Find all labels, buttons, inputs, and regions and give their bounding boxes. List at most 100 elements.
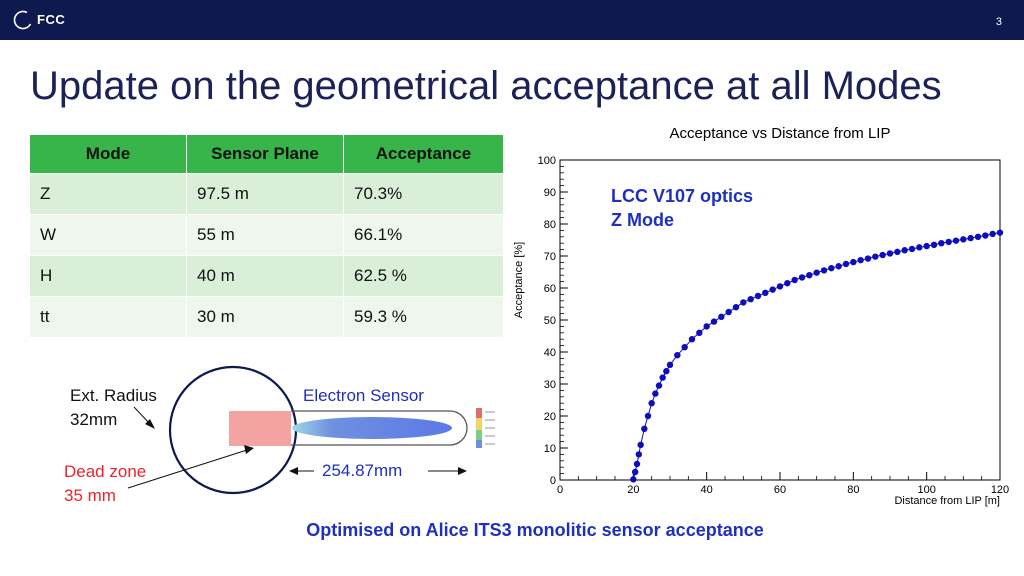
cell-mode: tt: [30, 296, 187, 337]
cell-acceptance: 66.1%: [343, 214, 504, 256]
data-point: [659, 374, 666, 381]
acceptance-chart-svg: Acceptance vs Distance from LIP Acceptan…: [513, 125, 1009, 507]
data-point: [828, 264, 835, 272]
sensor-length-label: 254.87mm: [322, 461, 403, 480]
y-tick-label: 10: [544, 443, 556, 455]
data-point: [879, 251, 886, 259]
data-point: [710, 318, 718, 325]
y-tick-label: 90: [544, 187, 556, 199]
header-bar: FCC 3: [0, 0, 1024, 40]
data-point: [908, 245, 916, 253]
cell-acceptance: 62.5 %: [343, 255, 504, 297]
data-point: [960, 236, 967, 243]
data-point: [666, 361, 674, 368]
y-tick-label: 0: [550, 475, 556, 487]
fcc-logo: FCC: [12, 9, 72, 33]
data-point: [725, 308, 732, 316]
data-point: [864, 255, 872, 262]
dead-zone-value: 35 mm: [64, 486, 116, 505]
chart-y-axis-label: Acceptance [%]: [513, 242, 525, 318]
x-tick-label: 40: [701, 484, 713, 496]
data-point: [652, 390, 659, 397]
data-point: [641, 425, 648, 432]
data-point: [762, 289, 769, 296]
data-point: [663, 368, 670, 375]
series-line: [632, 232, 1001, 480]
page-number: 3: [995, 16, 1002, 28]
acceptance-chart: Acceptance vs Distance from LIP Acceptan…: [508, 118, 1020, 518]
data-point: [633, 460, 641, 468]
cell-mode: W: [30, 214, 187, 256]
data-point: [644, 412, 652, 420]
radius-arrow: [133, 406, 151, 425]
chart-x-axis-label: Distance from LIP [m]: [894, 495, 1000, 507]
y-tick-label: 100: [538, 155, 556, 167]
cell-sensor-plane: 55 m: [186, 214, 344, 256]
column-header-mode: Mode: [30, 135, 187, 174]
footer-note: Optimised on Alice ITS3 monolitic sensor…: [306, 520, 764, 540]
data-point: [754, 292, 762, 300]
y-tick-label: 70: [544, 251, 556, 263]
data-point: [648, 400, 655, 407]
y-tick-label: 80: [544, 219, 556, 231]
x-tick-label: 0: [557, 484, 563, 496]
chart-title: Acceptance vs Distance from LIP: [670, 125, 891, 142]
column-header-sensor-plane: Sensor Plane: [186, 135, 344, 174]
table-row: W 55 m 66.1%: [30, 214, 504, 256]
data-point: [901, 247, 908, 254]
data-point: [938, 240, 945, 247]
dead-zone-region: [229, 411, 291, 446]
ext-radius-label: Ext. Radius: [70, 386, 157, 405]
data-point: [842, 260, 850, 268]
data-point: [850, 258, 857, 266]
data-point: [886, 250, 894, 257]
data-point: [945, 238, 952, 246]
dead-zone-label: Dead zone: [64, 462, 147, 481]
y-tick-label: 50: [544, 315, 556, 327]
data-point: [747, 296, 754, 303]
acceptance-table: Mode Sensor Plane Acceptance Z 97.5 m 70…: [30, 135, 504, 337]
data-point: [784, 280, 791, 287]
cell-sensor-plane: 97.5 m: [186, 173, 344, 215]
sensor-drawing: [127, 365, 495, 495]
data-point: [798, 274, 806, 281]
y-tick-label: 20: [544, 411, 556, 423]
data-point: [769, 286, 776, 293]
data-point: [630, 476, 637, 483]
data-point: [740, 299, 747, 306]
data-point: [857, 256, 864, 264]
chart-annotation-mode: Z Mode: [611, 210, 674, 230]
ext-radius-value: 32mm: [70, 410, 118, 429]
table-header-row: Mode Sensor Plane Acceptance: [30, 135, 504, 174]
data-point: [696, 329, 703, 336]
y-tick-label: 60: [544, 283, 556, 295]
data-point: [996, 229, 1004, 236]
data-point: [655, 382, 663, 389]
data-point: [916, 244, 923, 251]
x-tick-label: 80: [847, 484, 859, 496]
chart-annotation-optics: LCC V107 optics: [611, 186, 753, 206]
x-tick-label: 100: [917, 484, 935, 496]
data-point: [806, 272, 813, 279]
cell-mode: Z: [30, 173, 187, 215]
table-row: Z 97.5 m 70.3%: [30, 173, 504, 215]
x-tick-label: 120: [991, 484, 1009, 496]
x-tick-label: 60: [774, 484, 786, 496]
fcc-logo-icon: [13, 10, 32, 30]
data-point: [923, 242, 930, 250]
data-point: [835, 263, 842, 270]
data-point: [732, 304, 740, 311]
data-point: [688, 336, 696, 343]
x-tick-label: 20: [627, 484, 639, 496]
dead-zone-arrow: [127, 449, 248, 489]
color-scale-icon: [476, 408, 495, 448]
data-point: [674, 352, 681, 359]
table-row: tt 30 m 59.3 %: [30, 296, 504, 337]
plot-frame: [559, 159, 1001, 481]
electron-sensor-label: Electron Sensor: [303, 386, 424, 405]
data-point: [718, 313, 725, 320]
data-point: [989, 230, 996, 238]
data-point: [974, 233, 982, 240]
data-point: [631, 468, 639, 476]
sensor-outline: [291, 410, 468, 446]
